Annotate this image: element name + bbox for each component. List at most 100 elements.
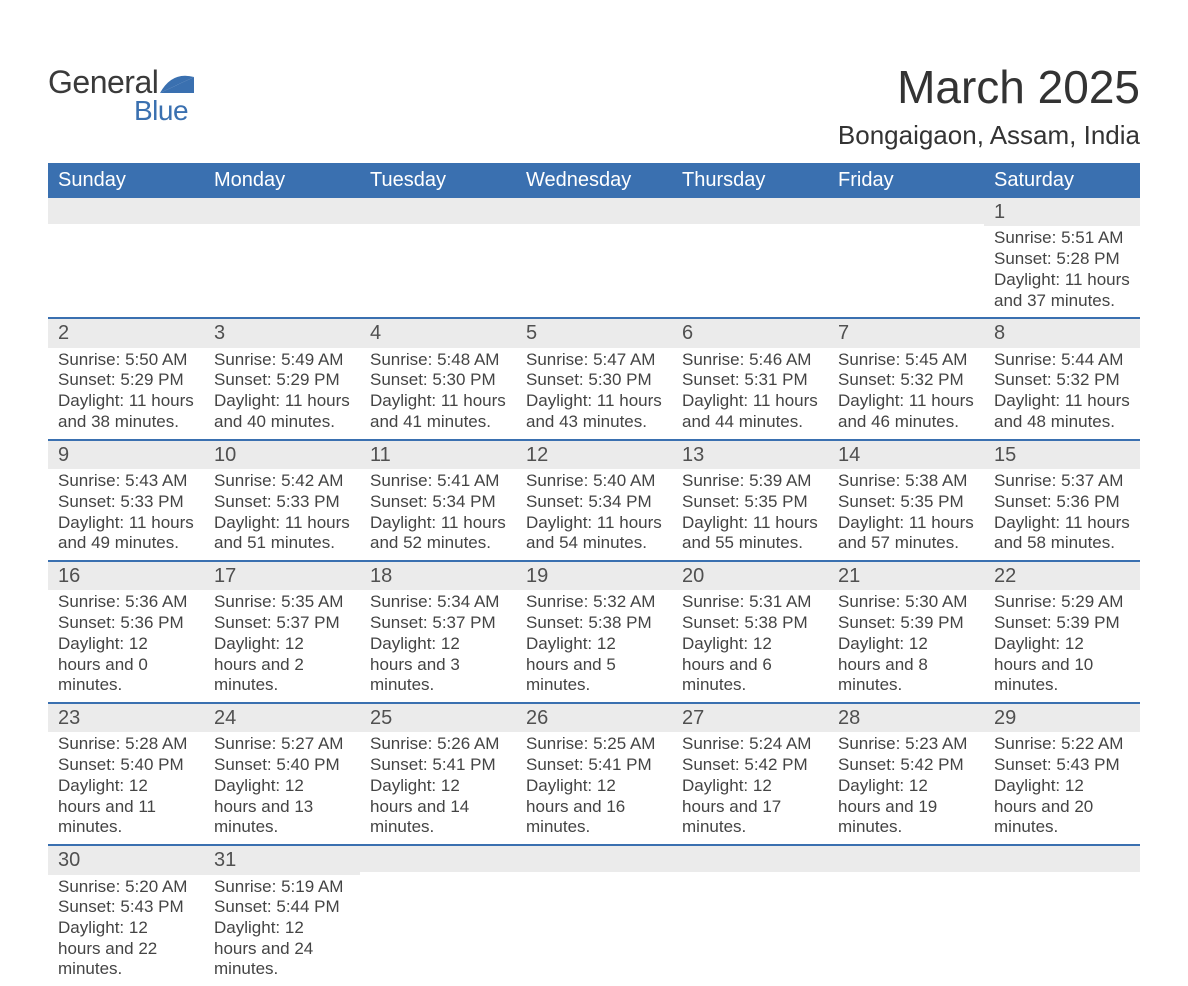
day-number: 12 [516, 441, 672, 469]
day-body: Sunrise: 5:45 AMSunset: 5:32 PMDaylight:… [828, 348, 984, 433]
day-number: 22 [984, 562, 1140, 590]
sunrise-text: Sunrise: 5:34 AM [370, 592, 506, 613]
daylight-text: Daylight: 12 hours and 20 minutes. [994, 776, 1130, 838]
day-cell: 31Sunrise: 5:19 AMSunset: 5:44 PMDayligh… [204, 846, 360, 986]
day-cell: 30Sunrise: 5:20 AMSunset: 5:43 PMDayligh… [48, 846, 204, 986]
sunset-text: Sunset: 5:40 PM [58, 755, 194, 776]
day-number [828, 198, 984, 224]
day-body: Sunrise: 5:25 AMSunset: 5:41 PMDaylight:… [516, 732, 672, 838]
day-body: Sunrise: 5:32 AMSunset: 5:38 PMDaylight:… [516, 590, 672, 696]
daylight-text: Daylight: 12 hours and 5 minutes. [526, 634, 662, 696]
day-cell: 19Sunrise: 5:32 AMSunset: 5:38 PMDayligh… [516, 562, 672, 702]
daylight-text: Daylight: 11 hours and 52 minutes. [370, 513, 506, 554]
sunset-text: Sunset: 5:43 PM [994, 755, 1130, 776]
day-cell: 8Sunrise: 5:44 AMSunset: 5:32 PMDaylight… [984, 319, 1140, 438]
sunrise-text: Sunrise: 5:20 AM [58, 877, 194, 898]
sunset-text: Sunset: 5:35 PM [838, 492, 974, 513]
day-number: 21 [828, 562, 984, 590]
day-header-friday: Friday [828, 163, 984, 198]
day-body: Sunrise: 5:51 AMSunset: 5:28 PMDaylight:… [984, 226, 1140, 311]
daylight-text: Daylight: 11 hours and 40 minutes. [214, 391, 350, 432]
day-body: Sunrise: 5:43 AMSunset: 5:33 PMDaylight:… [48, 469, 204, 554]
daylight-text: Daylight: 11 hours and 48 minutes. [994, 391, 1130, 432]
day-number: 5 [516, 319, 672, 347]
day-number: 11 [360, 441, 516, 469]
day-cell: 10Sunrise: 5:42 AMSunset: 5:33 PMDayligh… [204, 441, 360, 560]
day-body [828, 224, 984, 226]
day-header-tuesday: Tuesday [360, 163, 516, 198]
day-cell: 22Sunrise: 5:29 AMSunset: 5:39 PMDayligh… [984, 562, 1140, 702]
daylight-text: Daylight: 11 hours and 57 minutes. [838, 513, 974, 554]
sunrise-text: Sunrise: 5:50 AM [58, 350, 194, 371]
day-body: Sunrise: 5:46 AMSunset: 5:31 PMDaylight:… [672, 348, 828, 433]
day-body: Sunrise: 5:30 AMSunset: 5:39 PMDaylight:… [828, 590, 984, 696]
sunrise-text: Sunrise: 5:36 AM [58, 592, 194, 613]
daylight-text: Daylight: 12 hours and 13 minutes. [214, 776, 350, 838]
weeks-container: 1Sunrise: 5:51 AMSunset: 5:28 PMDaylight… [48, 198, 1140, 986]
daylight-text: Daylight: 12 hours and 14 minutes. [370, 776, 506, 838]
day-number [984, 846, 1140, 872]
daylight-text: Daylight: 11 hours and 49 minutes. [58, 513, 194, 554]
daylight-text: Daylight: 11 hours and 51 minutes. [214, 513, 350, 554]
day-number: 24 [204, 704, 360, 732]
day-cell [828, 198, 984, 317]
sunrise-text: Sunrise: 5:35 AM [214, 592, 350, 613]
day-body: Sunrise: 5:29 AMSunset: 5:39 PMDaylight:… [984, 590, 1140, 696]
sunrise-text: Sunrise: 5:39 AM [682, 471, 818, 492]
day-number: 15 [984, 441, 1140, 469]
day-body: Sunrise: 5:39 AMSunset: 5:35 PMDaylight:… [672, 469, 828, 554]
daylight-text: Daylight: 12 hours and 10 minutes. [994, 634, 1130, 696]
day-number: 30 [48, 846, 204, 874]
day-number: 1 [984, 198, 1140, 226]
day-number: 20 [672, 562, 828, 590]
day-body [828, 872, 984, 874]
day-number: 9 [48, 441, 204, 469]
day-number [516, 846, 672, 872]
day-cell: 3 Sunrise: 5:49 AMSunset: 5:29 PMDaylight… [204, 319, 360, 438]
sunrise-text: Sunrise: 5:24 AM [682, 734, 818, 755]
day-number: 18 [360, 562, 516, 590]
day-number: 7 [828, 319, 984, 347]
day-number: 19 [516, 562, 672, 590]
daylight-text: Daylight: 12 hours and 19 minutes. [838, 776, 974, 838]
day-cell [204, 198, 360, 317]
day-cell: 7Sunrise: 5:45 AMSunset: 5:32 PMDaylight… [828, 319, 984, 438]
day-header-sunday: Sunday [48, 163, 204, 198]
sunset-text: Sunset: 5:38 PM [682, 613, 818, 634]
day-cell: 12Sunrise: 5:40 AMSunset: 5:34 PMDayligh… [516, 441, 672, 560]
day-number: 3 [204, 319, 360, 347]
day-body: Sunrise: 5:28 AMSunset: 5:40 PMDaylight:… [48, 732, 204, 838]
day-body: Sunrise: 5:42 AMSunset: 5:33 PMDaylight:… [204, 469, 360, 554]
daylight-text: Daylight: 11 hours and 55 minutes. [682, 513, 818, 554]
sunset-text: Sunset: 5:31 PM [682, 370, 818, 391]
day-cell: 1Sunrise: 5:51 AMSunset: 5:28 PMDaylight… [984, 198, 1140, 317]
sunrise-text: Sunrise: 5:28 AM [58, 734, 194, 755]
sunset-text: Sunset: 5:29 PM [58, 370, 194, 391]
day-cell [360, 846, 516, 986]
day-body: Sunrise: 5:48 AMSunset: 5:30 PMDaylight:… [360, 348, 516, 433]
day-body [984, 872, 1140, 874]
daylight-text: Daylight: 12 hours and 17 minutes. [682, 776, 818, 838]
sunrise-text: Sunrise: 5:29 AM [994, 592, 1130, 613]
day-cell [828, 846, 984, 986]
sunset-text: Sunset: 5:30 PM [370, 370, 506, 391]
sunset-text: Sunset: 5:41 PM [370, 755, 506, 776]
day-body: Sunrise: 5:19 AMSunset: 5:44 PMDaylight:… [204, 875, 360, 981]
day-body: Sunrise: 5:23 AMSunset: 5:42 PMDaylight:… [828, 732, 984, 838]
sunrise-text: Sunrise: 5:43 AM [58, 471, 194, 492]
day-body [360, 872, 516, 874]
sunset-text: Sunset: 5:43 PM [58, 897, 194, 918]
daylight-text: Daylight: 11 hours and 54 minutes. [526, 513, 662, 554]
day-cell: 9Sunrise: 5:43 AMSunset: 5:33 PMDaylight… [48, 441, 204, 560]
day-body: Sunrise: 5:50 AMSunset: 5:29 PMDaylight:… [48, 348, 204, 433]
daylight-text: Daylight: 11 hours and 58 minutes. [994, 513, 1130, 554]
title-block: March 2025 Bongaigaon, Assam, India [838, 40, 1140, 151]
sunrise-text: Sunrise: 5:49 AM [214, 350, 350, 371]
daylight-text: Daylight: 12 hours and 24 minutes. [214, 918, 350, 980]
sunrise-text: Sunrise: 5:30 AM [838, 592, 974, 613]
sunset-text: Sunset: 5:29 PM [214, 370, 350, 391]
day-cell: 21Sunrise: 5:30 AMSunset: 5:39 PMDayligh… [828, 562, 984, 702]
day-number [516, 198, 672, 224]
sunrise-text: Sunrise: 5:46 AM [682, 350, 818, 371]
sunrise-text: Sunrise: 5:22 AM [994, 734, 1130, 755]
